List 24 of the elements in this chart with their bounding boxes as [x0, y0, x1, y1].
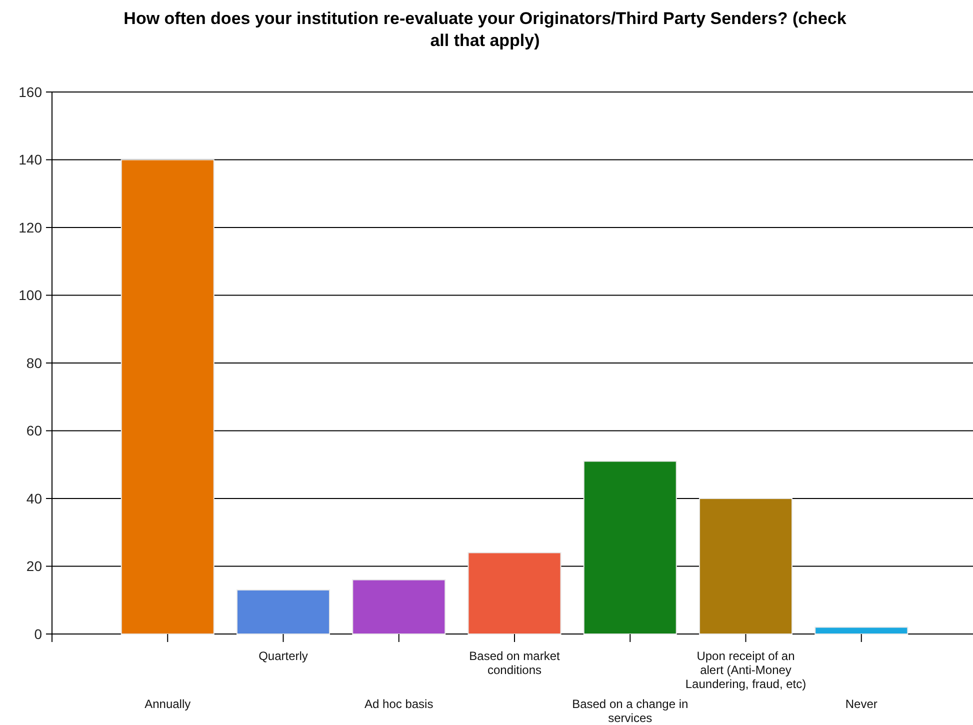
chart-title: How often does your institution re-evaluate your Originators/Third Party Senders? (check all that apply)	[124, 9, 847, 50]
x-tick-label: Upon receipt of an alert (Anti-Money Laundering, fraud, etc)	[685, 649, 806, 691]
y-tick-label: 160	[18, 84, 42, 100]
x-tick-label: Ad hoc basis	[364, 697, 434, 711]
bar	[120, 159, 214, 634]
bar	[352, 579, 446, 634]
y-tick-label: 0	[34, 626, 42, 642]
x-tick-label: Quarterly	[258, 649, 308, 663]
bar	[814, 626, 908, 634]
x-tick-label: Based on a change in services	[572, 697, 688, 725]
bar	[468, 552, 562, 634]
x-tick-label: Never	[845, 697, 878, 711]
y-tick-label: 20	[26, 558, 42, 574]
bar	[699, 498, 792, 634]
y-tick-label: 100	[18, 287, 42, 304]
x-tick-label: Based on market conditions	[469, 649, 561, 677]
y-tick-label: 140	[18, 152, 42, 168]
y-tick-label: 60	[26, 422, 42, 439]
x-tick-label: Annually	[144, 697, 191, 711]
y-tick-label: 40	[26, 490, 42, 506]
y-tick-label: 80	[26, 354, 42, 371]
y-tick-label: 120	[18, 219, 42, 236]
bar	[236, 589, 330, 634]
bar	[583, 460, 677, 634]
